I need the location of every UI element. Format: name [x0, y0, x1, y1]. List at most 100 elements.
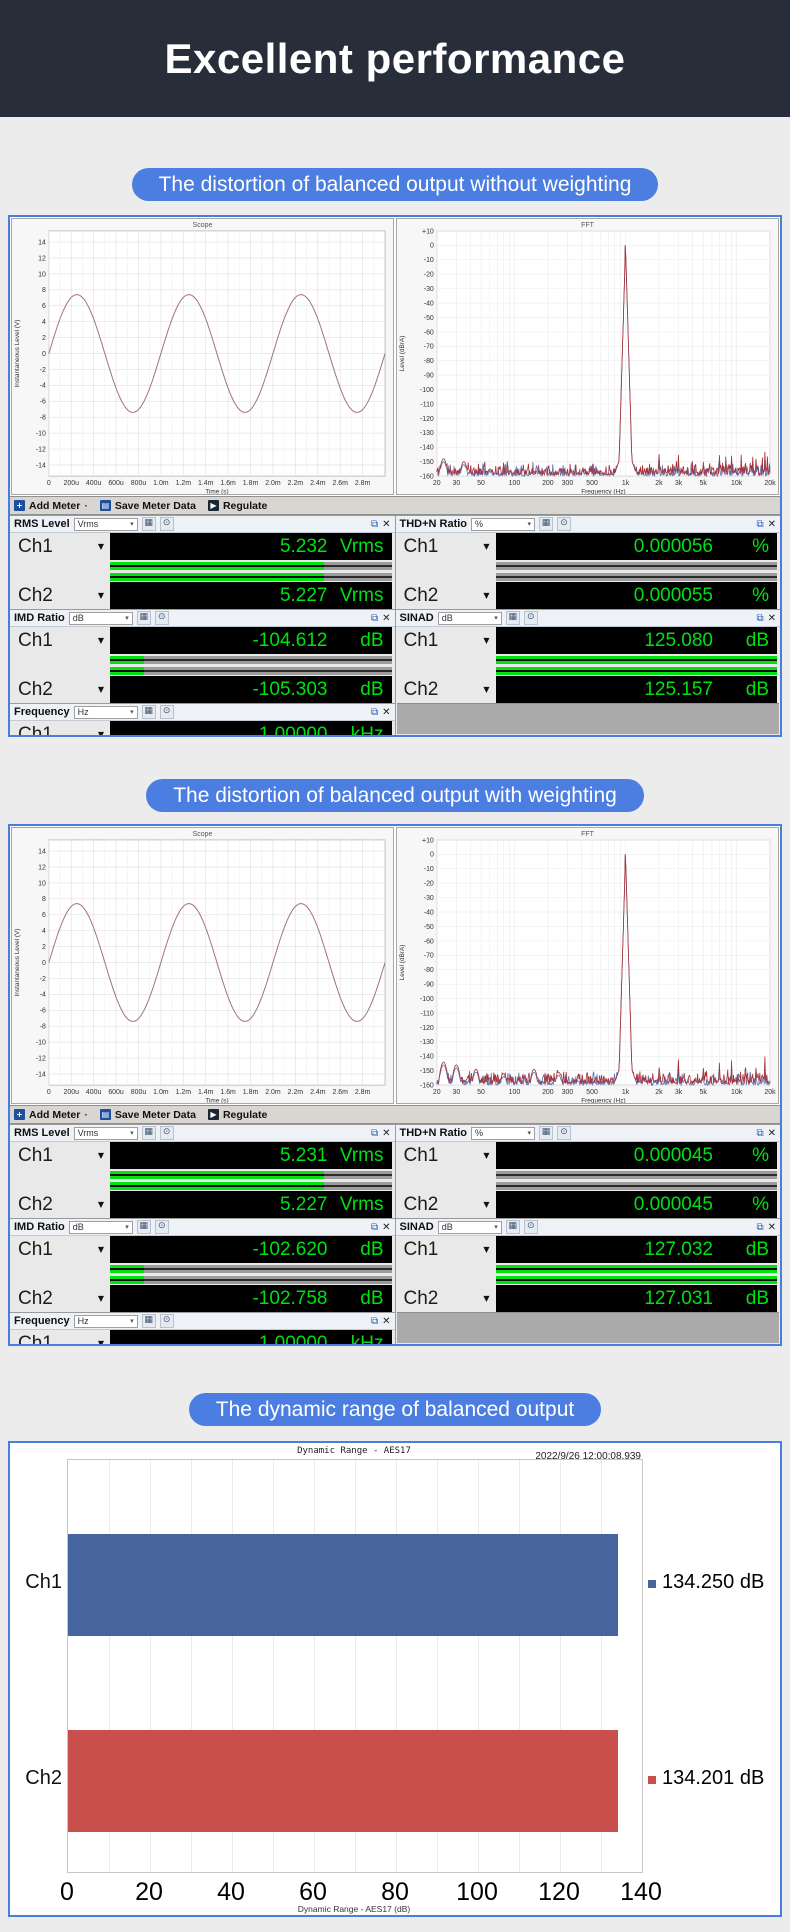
channel-selector[interactable]: Ch1 ▼	[10, 627, 110, 654]
channel-selector[interactable]: Ch1 ▼	[10, 721, 110, 736]
meter-unit-dropdown[interactable]: % ▾	[471, 1126, 536, 1140]
target-icon[interactable]: ⊙	[557, 1126, 572, 1140]
close-icon[interactable]: ✕	[382, 706, 391, 718]
meter-name: IMD Ratio	[14, 612, 65, 624]
meter-unit-value: dB	[72, 1222, 84, 1232]
grid-icon[interactable]: ▦	[539, 517, 554, 531]
meter-unit-dropdown[interactable]: dB ▾	[437, 1220, 502, 1234]
toolbar-item-regulate[interactable]: ▶ Regulate	[207, 1109, 267, 1121]
meter-column-right: THD+N Ratio% ▾ ▦ ⊙ ⧉ ✕ Ch1 ▼ 0.000045% Ch2 ▼ 0.0000…	[394, 1124, 780, 1344]
popout-icon[interactable]: ⧉	[370, 1127, 379, 1139]
channel-selector[interactable]: Ch1 ▼	[396, 1236, 496, 1263]
target-icon[interactable]: ⊙	[159, 705, 174, 719]
svg-text:1k: 1k	[622, 480, 630, 487]
target-icon[interactable]: ⊙	[523, 1220, 538, 1234]
channel-selector[interactable]: Ch2 ▼	[396, 582, 496, 609]
toolbar-item-add-meter[interactable]: + Add Meter ·	[14, 500, 88, 512]
target-icon[interactable]: ⊙	[159, 1126, 174, 1140]
channel-selector[interactable]: Ch2 ▼	[10, 1285, 110, 1312]
meter-unit-dropdown[interactable]: % ▾	[471, 517, 536, 531]
channel-dropdown-icon: ▼	[97, 1294, 104, 1303]
toolbar-item-save-meter-data[interactable]: ▤ Save Meter Data	[99, 1109, 196, 1121]
close-icon[interactable]: ✕	[767, 518, 776, 530]
toolbar-item-save-meter-data[interactable]: ▤ Save Meter Data	[99, 500, 196, 512]
bar-value-label: 134.201 dB	[662, 1767, 765, 1789]
popout-icon[interactable]: ⧉	[756, 1127, 764, 1139]
grid-icon[interactable]: ▦	[141, 517, 156, 531]
popout-icon[interactable]: ⧉	[370, 518, 379, 530]
section-pill: The distortion of balanced output with w…	[146, 779, 644, 812]
target-icon[interactable]: ⊙	[154, 1220, 169, 1234]
popout-icon[interactable]: ⧉	[370, 1221, 379, 1233]
popout-icon[interactable]: ⧉	[756, 1221, 764, 1233]
target-icon[interactable]: ⊙	[523, 611, 538, 625]
meter-row: Ch1 ▼ -102.620 dB	[10, 1236, 395, 1263]
meter-unit-dropdown[interactable]: dB ▾	[437, 611, 502, 625]
close-icon[interactable]: ✕	[767, 1221, 776, 1233]
channel-selector[interactable]: Ch1 ▼	[10, 1142, 110, 1169]
meter-unit-dropdown[interactable]: Hz ▾	[73, 1314, 138, 1328]
meter-display: 125.080 dB	[495, 627, 777, 654]
charts-row: 14 12 10 8 6 4 2 0 -2 -4 -6 -8 -10 -12 -14 0 200u 400u 600…	[10, 217, 780, 496]
close-icon[interactable]: ✕	[382, 1127, 391, 1139]
channel-selector[interactable]: Ch2 ▼	[10, 1191, 110, 1218]
svg-text:2: 2	[42, 944, 46, 951]
grid-icon[interactable]: ▦	[136, 611, 151, 625]
close-icon[interactable]: ✕	[382, 1221, 391, 1233]
grid-icon[interactable]: ▦	[539, 1126, 554, 1140]
meter-unit-dropdown[interactable]: Hz ▾	[73, 705, 138, 719]
channel-selector[interactable]: Ch2 ▼	[396, 676, 496, 703]
channel-selector[interactable]: Ch1 ▼	[396, 533, 496, 560]
toolbar-item-add-meter[interactable]: + Add Meter ·	[14, 1109, 88, 1121]
meter-value: 125.080	[644, 629, 713, 651]
svg-text:-120: -120	[420, 416, 434, 423]
close-icon[interactable]: ✕	[382, 612, 391, 624]
svg-text:0: 0	[42, 351, 46, 358]
meter-value: -104.612	[252, 629, 328, 651]
grid-icon[interactable]: ▦	[505, 611, 520, 625]
channel-selector[interactable]: Ch2 ▼	[396, 1191, 496, 1218]
close-icon[interactable]: ✕	[767, 1127, 776, 1139]
close-icon[interactable]: ✕	[767, 612, 776, 624]
popout-icon[interactable]: ⧉	[370, 1315, 379, 1327]
target-icon[interactable]: ⊙	[154, 611, 169, 625]
channel-dropdown-icon: ▼	[97, 1200, 104, 1209]
target-icon[interactable]: ⊙	[557, 517, 572, 531]
meter-value-unit: %	[752, 584, 769, 606]
channel-selector[interactable]: Ch1 ▼	[396, 1142, 496, 1169]
grid-icon[interactable]: ▦	[141, 1314, 156, 1328]
close-icon[interactable]: ✕	[382, 1315, 391, 1327]
channel-selector[interactable]: Ch1 ▼	[396, 627, 496, 654]
popout-icon[interactable]: ⧉	[756, 612, 764, 624]
channel-selector[interactable]: Ch1 ▼	[10, 533, 110, 560]
channel-selector[interactable]: Ch1 ▼	[10, 1330, 110, 1345]
charts-row: 14 12 10 8 6 4 2 0 -2 -4 -6 -8 -10 -12 -14 0 200u 400u 600…	[10, 826, 780, 1105]
unit-dropdown-icon: ▾	[125, 1223, 129, 1231]
meter-unit-dropdown[interactable]: dB ▾	[68, 1220, 133, 1234]
close-icon[interactable]: ✕	[382, 518, 391, 530]
channel-dropdown-icon: ▼	[483, 685, 490, 694]
toolbar-item-regulate[interactable]: ▶ Regulate	[207, 500, 267, 512]
target-icon[interactable]: ⊙	[159, 1314, 174, 1328]
popout-icon[interactable]: ⧉	[756, 518, 764, 530]
svg-text:20: 20	[433, 1089, 441, 1096]
grid-icon[interactable]: ▦	[141, 705, 156, 719]
category-label: Ch2	[25, 1767, 62, 1789]
meter-unit-dropdown[interactable]: dB ▾	[68, 611, 133, 625]
meter-unit-dropdown[interactable]: Vrms ▾	[73, 1126, 138, 1140]
channel-selector[interactable]: Ch2 ▼	[396, 1285, 496, 1312]
svg-text:10: 10	[38, 880, 46, 887]
grid-icon[interactable]: ▦	[141, 1126, 156, 1140]
grid-icon[interactable]: ▦	[136, 1220, 151, 1234]
category-label: Ch1	[25, 1571, 62, 1593]
channel-selector[interactable]: Ch2 ▼	[10, 582, 110, 609]
target-icon[interactable]: ⊙	[159, 517, 174, 531]
grid-icon[interactable]: ▦	[505, 1220, 520, 1234]
meter-panel-frequency: Frequency Hz ▾ ▦ ⊙ ⧉ ✕ Ch1 ▼ 1.00000 kHz	[10, 1312, 395, 1344]
channel-selector[interactable]: Ch2 ▼	[10, 676, 110, 703]
meter-unit-dropdown[interactable]: Vrms ▾	[73, 517, 138, 531]
popout-icon[interactable]: ⧉	[370, 612, 379, 624]
channel-dropdown-icon: ▼	[483, 636, 490, 645]
popout-icon[interactable]: ⧉	[370, 706, 379, 718]
channel-selector[interactable]: Ch1 ▼	[10, 1236, 110, 1263]
